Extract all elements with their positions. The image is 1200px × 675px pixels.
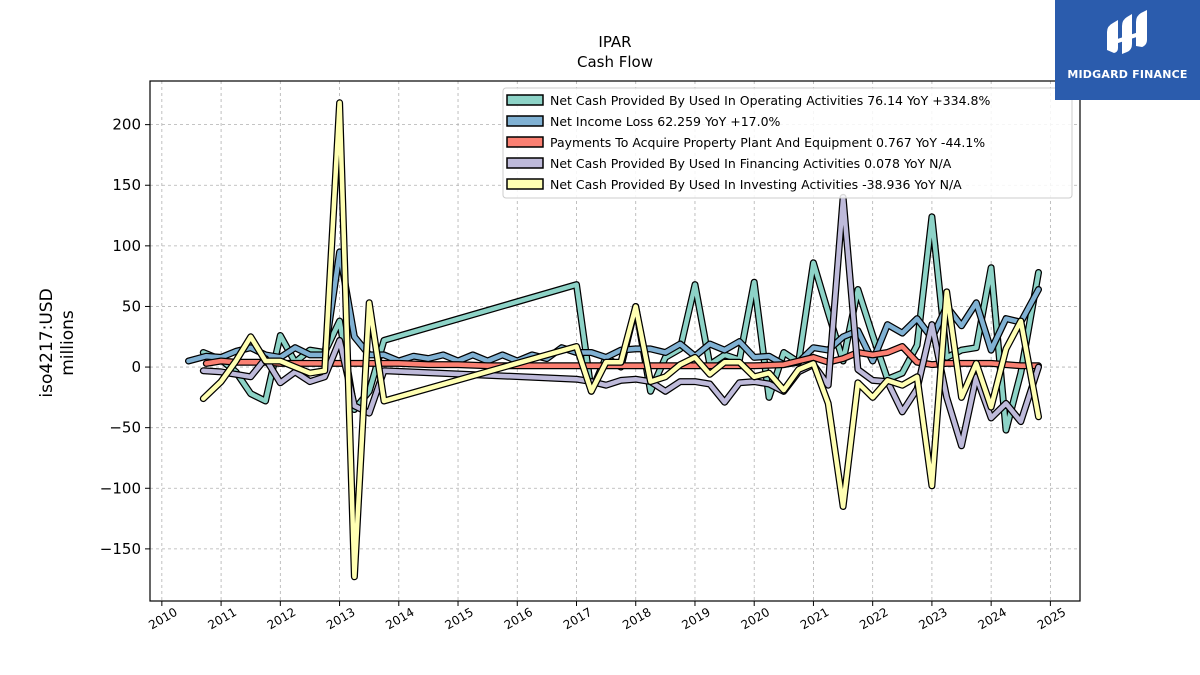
brand-logo: MIDGARD FINANCE — [1055, 0, 1200, 100]
y-tick-label: 100 — [112, 237, 141, 255]
x-tick-label: 2023 — [916, 605, 949, 632]
brand-name: MIDGARD FINANCE — [1067, 68, 1188, 81]
series-line — [201, 195, 1041, 449]
brand-mark-icon — [1107, 10, 1147, 54]
legend-entry: Payments To Acquire Property Plant And E… — [550, 135, 985, 150]
x-tick-label: 2012 — [265, 605, 298, 632]
x-tick-label: 2016 — [502, 605, 535, 632]
legend-swatch — [506, 136, 544, 148]
legend-swatch — [506, 157, 544, 169]
x-tick-label: 2024 — [976, 605, 1009, 632]
chart-title: IPAR — [598, 33, 631, 51]
x-tick-label: 2013 — [324, 605, 357, 632]
chart-subtitle: Cash Flow — [577, 53, 653, 71]
x-tick-label: 2014 — [383, 605, 416, 632]
y-axis-label-line-1: iso4217:USD — [37, 288, 57, 397]
x-tick-label: 2011 — [206, 605, 239, 632]
plot-frame — [149, 80, 1081, 602]
x-tick-label: 2010 — [146, 605, 179, 632]
legend-entry: Net Cash Provided By Used In Financing A… — [550, 156, 952, 171]
legend: Net Cash Provided By Used In Operating A… — [502, 87, 1073, 199]
x-tick-label: 2019 — [679, 605, 712, 632]
y-tick-label: 150 — [112, 176, 141, 194]
series-lines — [185, 99, 1042, 581]
y-tick-label: 200 — [112, 116, 141, 134]
legend-entry: Net Income Loss 62.259 YoY +17.0% — [550, 114, 781, 129]
series-line — [201, 100, 1041, 580]
x-tick-label: 2017 — [561, 605, 594, 632]
y-axis-label-line-2: millions — [58, 310, 78, 376]
y-tick-label: −50 — [109, 419, 141, 437]
legend-entry: Net Cash Provided By Used In Operating A… — [550, 93, 990, 108]
y-tick-label: 0 — [131, 358, 141, 376]
legend-swatch — [506, 178, 544, 190]
y-tick-label: −100 — [100, 479, 141, 497]
y-axis-label: iso4217:USD millions — [37, 288, 78, 397]
series-line — [186, 249, 1041, 367]
x-tick-label: 2015 — [442, 605, 475, 632]
legend-swatch — [506, 94, 544, 106]
legend-entry: Net Cash Provided By Used In Investing A… — [550, 177, 962, 192]
legend-box — [502, 87, 1073, 199]
x-tick-label: 2025 — [1035, 605, 1068, 632]
x-tick-label: 2020 — [739, 605, 772, 632]
legend-swatch — [506, 115, 544, 127]
x-tick-label: 2021 — [798, 605, 831, 632]
x-tick-label: 2022 — [857, 605, 890, 632]
y-tick-label: −150 — [100, 540, 141, 558]
x-tick-label: 2018 — [620, 605, 653, 632]
y-tick-label: 50 — [122, 297, 141, 315]
